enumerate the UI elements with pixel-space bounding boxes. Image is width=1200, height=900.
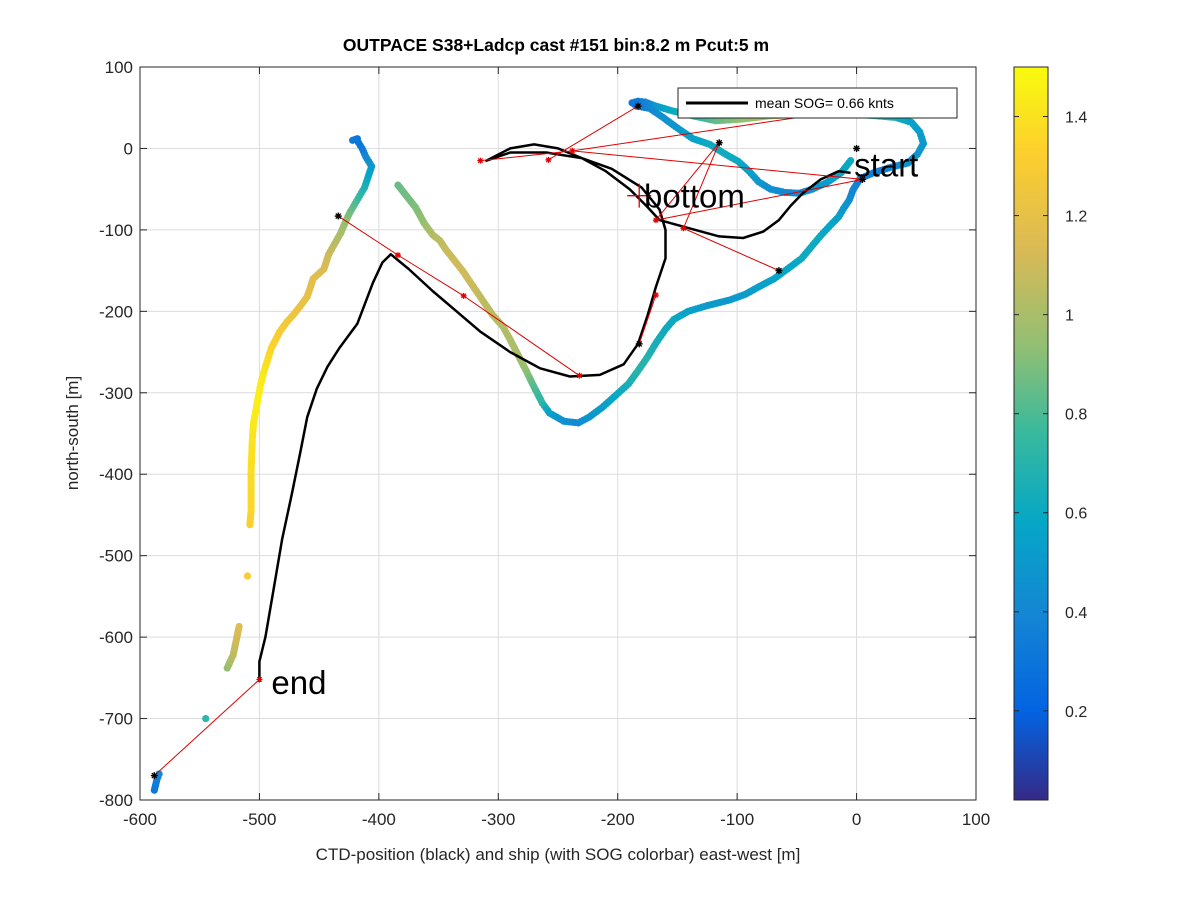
colorbar-tick-label: 0.8: [1065, 407, 1087, 424]
black-marker: [859, 175, 867, 183]
black-marker: [635, 340, 643, 348]
red-link-line: [572, 150, 863, 180]
plot-area: -600 -500 -400 -300 -200 -100 0 100 100 0 -100 -20…: [99, 58, 990, 829]
red-marker: [256, 676, 263, 683]
colorbar-ticks: 0.2 0.4 0.6 0.8 1 1.2 1.4: [1014, 110, 1087, 721]
red-link-line: [397, 254, 464, 297]
colorbar-tick-label: 1.2: [1065, 209, 1087, 226]
y-tick-label: -700: [99, 710, 133, 729]
y-axis-label: north-south [m]: [63, 376, 82, 490]
x-tick-label: 0: [852, 810, 861, 829]
black-marker: [715, 139, 723, 147]
annotation-bottom: bottom: [644, 178, 745, 215]
annotation-end: end: [271, 664, 326, 701]
legend: mean SOG= 0.66 knts: [677, 87, 958, 119]
x-tick-label: -400: [362, 810, 396, 829]
red-link-line: [683, 227, 780, 272]
y-tick-label: -800: [99, 791, 133, 810]
colorbar-tick-label: 0.4: [1065, 605, 1087, 622]
ship-point: [235, 622, 243, 631]
annotation-start: start: [854, 147, 918, 184]
red-link-line: [480, 150, 573, 162]
y-tick-label: -200: [99, 302, 133, 321]
axes-box: [139, 66, 977, 801]
red-marker: [680, 225, 687, 232]
red-marker: [652, 292, 659, 299]
y-tick-label: -500: [99, 547, 133, 566]
y-tick-label: -400: [99, 465, 133, 484]
black-marker: [853, 144, 861, 152]
x-tick-label: -600: [123, 810, 157, 829]
red-link-line: [548, 105, 639, 161]
bottom-marker: [627, 183, 652, 208]
black-marker: [150, 772, 158, 780]
x-axis-label: CTD-position (black) and ship (with SOG …: [316, 845, 801, 864]
y-tick-label: 100: [105, 58, 133, 77]
ctd-track-series: [258, 143, 851, 682]
colorbar: 0.2 0.4 0.6 0.8 1 1.2 1.4: [1013, 66, 1087, 801]
x-tick-label: -500: [242, 810, 276, 829]
x-tick-label: -300: [481, 810, 515, 829]
colorbar-tick-label: 0.2: [1065, 704, 1087, 721]
ship-track-series: [150, 97, 928, 794]
black-markers: [150, 102, 867, 780]
red-link-line: [153, 679, 260, 776]
bottom-plus-marker: [627, 183, 652, 208]
y-tick-label: -100: [99, 221, 133, 240]
annotations: start bottom end: [271, 147, 918, 701]
red-link-line: [655, 178, 863, 221]
red-link-line: [638, 294, 657, 345]
colorbar-box: [1013, 66, 1049, 801]
red-link-line: [655, 142, 720, 221]
ship-point: [202, 714, 210, 723]
red-link-lines: [153, 105, 863, 776]
red-link-line: [337, 215, 399, 256]
black-marker: [775, 267, 783, 275]
colorbar-tick-label: 1.4: [1065, 110, 1087, 127]
red-marker: [394, 252, 401, 259]
axes-background: [140, 67, 976, 800]
black-marker: [334, 212, 342, 220]
y-tick-label: -300: [99, 384, 133, 403]
colorbar-tick-label: 1: [1065, 308, 1074, 325]
red-link-line: [572, 115, 809, 152]
colorbar-gradient: [1014, 67, 1048, 800]
red-marker: [477, 157, 484, 164]
x-tick-label: -200: [601, 810, 635, 829]
red-marker: [460, 292, 467, 299]
chart-title: OUTPACE S38+Ladcp cast #151 bin:8.2 m Pc…: [343, 35, 769, 55]
red-link-line: [463, 295, 580, 377]
ship-point: [348, 136, 357, 144]
red-marker: [652, 217, 659, 224]
x-tick-label: 100: [962, 810, 990, 829]
ship-point: [847, 157, 855, 165]
x-tick-label: -100: [720, 810, 754, 829]
ctd-track-line: [258, 143, 851, 682]
x-axis-ticks: -600 -500 -400 -300 -200 -100 0 100: [123, 67, 990, 829]
red-marker: [569, 147, 576, 154]
red-marker: [576, 372, 583, 379]
red-marker: [545, 156, 552, 163]
black-marker: [634, 102, 642, 110]
y-tick-label: -600: [99, 628, 133, 647]
y-axis-ticks: 100 0 -100 -200 -300 -400 -500 -600 -700 -800: [99, 58, 976, 810]
ship-point: [243, 572, 252, 580]
colorbar-tick-label: 0.6: [1065, 506, 1087, 523]
y-tick-label: 0: [124, 139, 133, 158]
grid: [140, 67, 976, 800]
legend-label: mean SOG= 0.66 knts: [755, 95, 894, 111]
